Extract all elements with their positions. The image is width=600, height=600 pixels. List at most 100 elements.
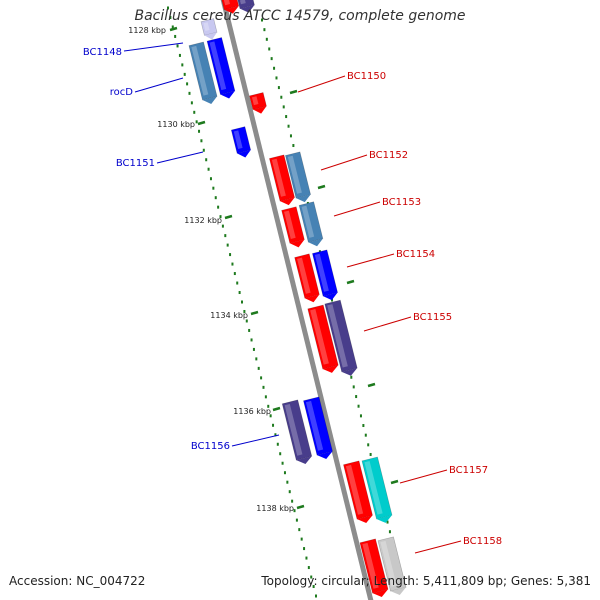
minor-tick-inner [169, 15, 172, 19]
minor-tick-inner [257, 366, 260, 370]
gene-arrow-bc1157[interactable] [343, 460, 374, 525]
label-leader-lines [123, 42, 462, 554]
gene-arrow-bc1152[interactable] [269, 154, 296, 207]
minor-tick-inner [245, 319, 248, 323]
gene-arrow-bc1151[interactable] [230, 126, 252, 159]
minor-tick-outer [265, 37, 268, 41]
gene-label-bc1157[interactable]: BC1157 [449, 465, 488, 476]
gene-arrow-bc1153-b[interactable] [298, 201, 324, 248]
minor-tick-outer [350, 375, 353, 379]
minor-tick-inner [186, 82, 189, 86]
minor-tick-inner [195, 120, 198, 124]
minor-tick-outer [261, 18, 263, 22]
axis-tick-labels: 1128 kbp 1130 kbp 1132 kbp 1134 kbp 1136… [128, 26, 294, 513]
minor-tick-outer [282, 105, 285, 109]
gene-arrow-bc1154[interactable] [294, 253, 321, 304]
gene-features [188, 0, 408, 599]
minor-tick-inner [295, 518, 298, 522]
minor-tick-inner [205, 158, 208, 162]
leader-bc1155 [363, 316, 412, 332]
minor-tick-inner [241, 300, 243, 304]
minor-tick-outer [280, 95, 283, 99]
minor-tick-outer [273, 66, 276, 70]
gene-arrow-rocd[interactable] [206, 37, 236, 101]
gene-label-bc1155[interactable]: BC1155 [413, 312, 452, 323]
minor-tick-outer [268, 47, 271, 51]
major-tick [390, 479, 399, 485]
minor-tick-outer [359, 414, 362, 418]
minor-tick-inner [276, 442, 279, 446]
gene-arrow-bc1150[interactable] [249, 92, 268, 116]
minor-tick-inner [272, 423, 275, 427]
minor-tick-inner [291, 499, 294, 503]
gene-label-bc1154[interactable]: BC1154 [396, 249, 435, 260]
minor-tick-inner [307, 566, 310, 570]
gene-label-bc1153[interactable]: BC1153 [382, 197, 421, 208]
minor-tick-inner [267, 404, 270, 408]
minor-tick-inner [269, 414, 272, 418]
gene-arrow-bc1155-b[interactable] [324, 299, 359, 378]
minor-tick-inner [200, 139, 203, 143]
gene-arrow-bc1152-b[interactable] [285, 151, 312, 204]
minor-tick-inner [224, 234, 227, 238]
minor-tick-inner [226, 243, 229, 247]
minor-tick-inner [236, 281, 239, 285]
minor-tick-inner [214, 196, 217, 200]
minor-tick-outer [270, 57, 273, 61]
minor-tick-inner [176, 44, 179, 48]
minor-tick-outer [357, 404, 360, 408]
minor-tick-outer [352, 385, 355, 389]
minor-tick-outer [331, 298, 333, 302]
gene-arrow-bc1156-b[interactable] [303, 396, 334, 461]
gene-arrow-bc1157-b[interactable] [361, 456, 393, 525]
gene-arrow-bc1156-a[interactable] [281, 399, 313, 466]
leader-bc1154 [346, 253, 395, 268]
genome-summary-text: Topology: circular; Length: 5,411,809 bp… [261, 574, 591, 588]
gene-label-bc1150[interactable]: BC1150 [347, 71, 386, 82]
minor-tick-inner [167, 6, 169, 10]
leader-bc1151 [156, 151, 204, 164]
gene-label-bc1148[interactable]: BC1148 [83, 47, 122, 58]
leader-bc1150 [297, 75, 346, 93]
minor-tick-outer [289, 134, 292, 138]
gene-arrow-top-partial-lavender[interactable] [200, 18, 218, 42]
leader-bc1148 [123, 42, 184, 52]
minor-tick-inner [312, 585, 315, 589]
minor-tick-inner [212, 186, 215, 190]
minor-tick-inner [221, 224, 224, 228]
gene-arrow-top-partial-red[interactable] [220, 0, 240, 15]
minor-tick-inner [262, 385, 265, 389]
major-tick [346, 279, 355, 285]
major-ticks [169, 26, 399, 510]
gene-arrow-bc1155[interactable] [307, 304, 340, 375]
backbone-line [220, 0, 374, 600]
minor-tick-inner [171, 25, 174, 29]
minor-tick-outer [285, 115, 288, 119]
gene-label-bc1151[interactable]: BC1151 [116, 158, 155, 169]
minor-tick-outer [362, 424, 365, 428]
gene-label-bc1156[interactable]: BC1156 [191, 441, 230, 452]
map-title: Bacillus cereus ATCC 14579, complete gen… [134, 8, 466, 24]
gene-arrow-bc1158[interactable] [359, 538, 390, 599]
minor-tick-outer [287, 124, 290, 128]
gene-arrow-bc1148[interactable] [188, 41, 219, 106]
gene-label-bc1152[interactable]: BC1152 [369, 150, 408, 161]
leader-bc1152 [320, 154, 368, 171]
minor-tick-inner [264, 395, 267, 399]
gene-label-rocd[interactable]: rocD [110, 87, 134, 98]
minor-tick-outer [292, 144, 295, 148]
gene-arrow-top-partial-navy[interactable] [237, 0, 256, 14]
minor-tick-inner [183, 72, 186, 76]
gene-arrow-bc1153[interactable] [281, 206, 306, 249]
tick-label-1136: 1136 kbp [233, 407, 271, 416]
gene-arrow-bc1158-b[interactable] [377, 536, 408, 597]
minor-tick-inner [305, 556, 308, 560]
major-tick [272, 406, 281, 412]
minor-tick-inner [248, 328, 251, 332]
minor-tick-inner [231, 262, 234, 266]
gene-arrow-bc1154-b[interactable] [312, 249, 339, 302]
gene-label-bc1158[interactable]: BC1158 [463, 536, 502, 547]
major-tick [317, 184, 326, 190]
leader-bc1157 [399, 469, 448, 484]
